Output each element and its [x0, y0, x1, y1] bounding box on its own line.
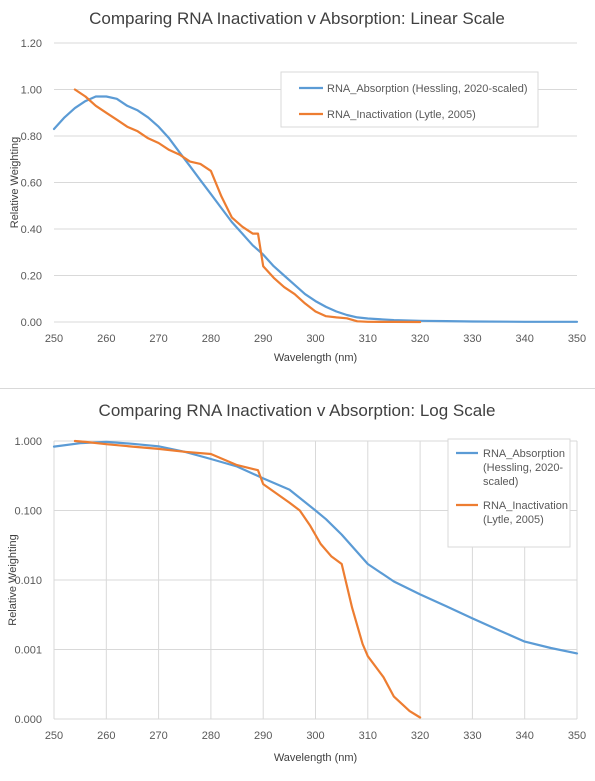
y-tick-label: 0.80 — [21, 131, 42, 143]
legend-box — [447, 438, 571, 548]
legend-item-rna-inactivation: RNA_Inactivation (Lytle, 2005) — [456, 500, 568, 526]
series-line-rna-absorption — [52, 95, 579, 323]
y-tick-label: 0.20 — [21, 271, 42, 283]
x-tick-label: 280 — [202, 333, 220, 345]
legend-label: RNA_Absorption (Hessling, 2020- scaled) — [483, 448, 565, 488]
x-tick-label: 300 — [306, 333, 324, 345]
series-line-rna-inactivation — [73, 88, 422, 324]
legend: RNA_Absorption (Hessling, 2020-scaled)RNA… — [447, 438, 571, 548]
legend-box — [280, 71, 539, 128]
y-tick-label: 0.001 — [14, 645, 42, 657]
legend: RNA_Absorption (Hessling, 2020-scaled) RN… — [280, 71, 539, 128]
x-tick-label: 300 — [306, 730, 324, 742]
legend-label: RNA_Inactivation (Lytle, 2005) — [483, 500, 568, 526]
x-tick-label: 330 — [463, 730, 481, 742]
legend-label: RNA_Absorption (Hessling, 2020-scaled) — [327, 83, 528, 95]
x-tick-label: 330 — [463, 333, 481, 345]
x-tick-label: 350 — [568, 333, 586, 345]
y-tick-label: 0.100 — [14, 506, 42, 518]
chart-title: Comparing RNA Inactivation v Absorption:… — [89, 9, 505, 28]
legend-label: RNA_Inactivation (Lytle, 2005) — [327, 109, 476, 121]
x-tick-label: 290 — [254, 333, 272, 345]
x-tick-label: 340 — [516, 730, 534, 742]
x-tick-label: 260 — [97, 730, 115, 742]
x-tick-label: 270 — [149, 730, 167, 742]
legend-item-rna-inactivation: RNA_Inactivation (Lytle, 2005) — [299, 109, 476, 121]
x-tick-label: 320 — [411, 333, 429, 345]
x-tick-label: 340 — [516, 333, 534, 345]
x-axis-label: Wavelength (nm) — [274, 752, 357, 764]
series-line-rna-absorption — [52, 440, 579, 655]
x-tick-label: 350 — [568, 730, 586, 742]
linear-scale-chart: Comparing RNA Inactivation v Absorption:… — [9, 9, 586, 364]
x-tick-label: 270 — [149, 333, 167, 345]
y-axis-label: Relative Weighting — [9, 137, 21, 229]
y-tick-label: 0.60 — [21, 178, 42, 190]
x-tick-label: 310 — [359, 333, 377, 345]
legend-item-rna-absorption: RNA_Absorption (Hessling, 2020-scaled) — [299, 83, 528, 95]
legend-label-line: (Lytle, 2005) — [483, 514, 544, 526]
x-tick-label: 320 — [411, 730, 429, 742]
y-tick-label: 1.00 — [21, 85, 42, 97]
x-tick-label: 250 — [45, 333, 63, 345]
chart-divider — [0, 388, 595, 389]
y-tick-label: 0.40 — [21, 224, 42, 236]
y-tick-label: 0.00 — [21, 317, 42, 329]
x-tick-label: 260 — [97, 333, 115, 345]
x-tick-label: 310 — [359, 730, 377, 742]
chart-title: Comparing RNA Inactivation v Absorption:… — [99, 401, 496, 420]
legend-label-line: RNA_Absorption — [483, 448, 565, 460]
y-axis-label: Relative Weighting — [7, 534, 19, 626]
x-tick-label: 290 — [254, 730, 272, 742]
x-tick-label: 250 — [45, 730, 63, 742]
x-axis-label: Wavelength (nm) — [274, 352, 357, 364]
legend-label-line: (Hessling, 2020- — [483, 462, 563, 474]
y-tick-label: 0.000 — [14, 714, 42, 726]
legend-item-rna-absorption: RNA_Absorption (Hessling, 2020- scaled) — [456, 448, 565, 488]
y-tick-label: 1.000 — [14, 436, 42, 448]
legend-label-line: RNA_Inactivation — [483, 500, 568, 512]
log-scale-chart: Comparing RNA Inactivation v Absorption:… — [7, 401, 586, 764]
y-tick-label: 0.010 — [14, 575, 42, 587]
series-line-rna-inactivation — [73, 439, 422, 719]
y-tick-label: 1.20 — [21, 38, 42, 50]
legend-label-line: scaled) — [483, 476, 518, 488]
x-tick-label: 280 — [202, 730, 220, 742]
